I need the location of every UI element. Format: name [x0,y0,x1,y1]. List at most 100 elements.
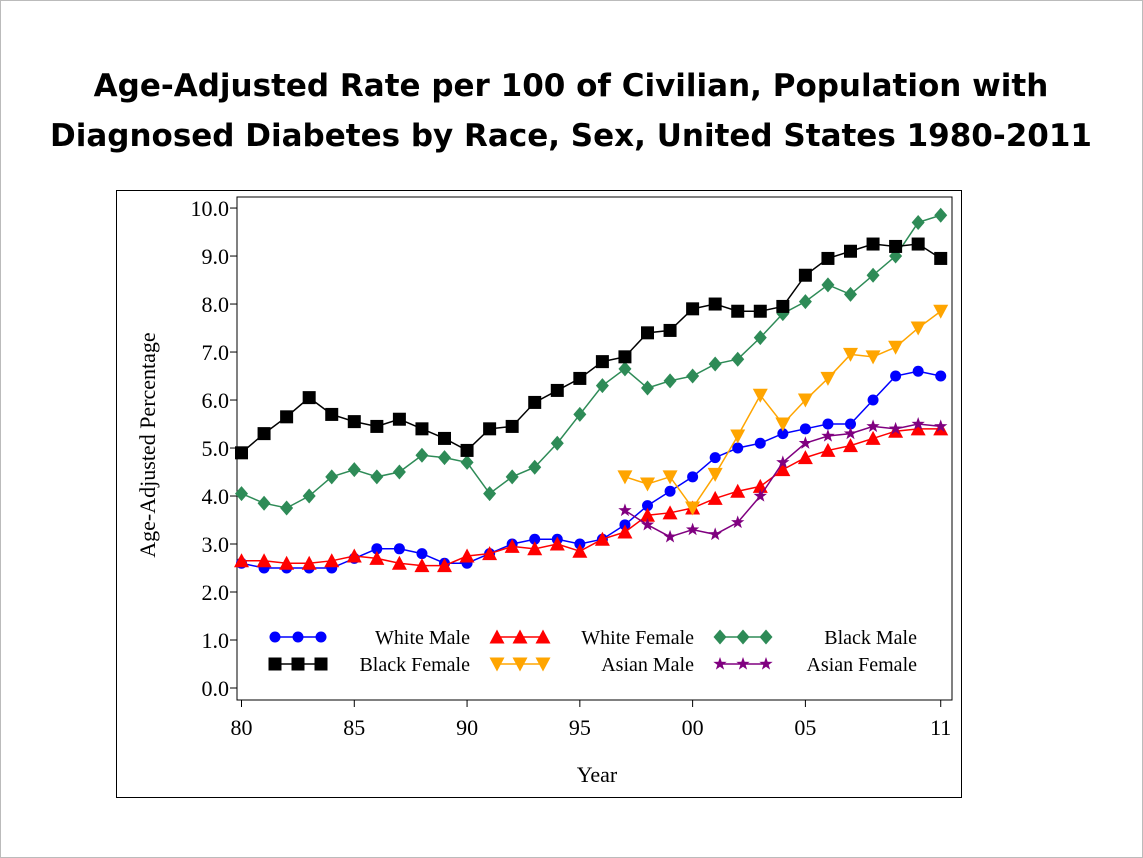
marker [934,419,948,433]
marker [257,495,271,511]
marker [888,421,903,435]
marker [346,548,362,563]
marker [686,302,700,316]
marker [618,503,632,517]
marker [642,500,654,512]
marker [595,355,609,369]
marker [865,350,881,365]
marker [663,373,677,389]
marker [549,536,565,551]
y-tick-label: 8.0 [202,292,230,317]
marker [911,237,925,251]
y-tick-label: 9.0 [202,244,230,269]
marker [302,391,316,405]
title-line: Diagnosed Diabetes by Race, Sex, United … [50,118,1092,154]
marker [504,538,520,553]
marker [731,304,745,318]
marker [618,350,632,364]
marker [617,524,633,539]
marker [713,629,727,645]
x-tick-label: 00 [682,715,704,740]
marker [776,455,790,469]
marker [844,286,858,302]
marker [759,629,773,645]
marker [843,438,859,453]
marker [821,277,835,293]
marker [347,462,361,478]
marker [370,469,384,485]
title-line: Age-Adjusted Rate per 100 of Civilian, P… [94,68,1049,104]
marker [798,268,812,282]
marker [866,267,880,283]
marker [844,244,858,258]
marker [325,469,339,485]
marker [798,294,812,310]
chart-frame [116,190,962,798]
marker [391,555,407,570]
marker [687,471,699,483]
marker [279,555,295,570]
marker [550,435,564,451]
marker [393,543,405,555]
marker [821,429,835,442]
marker [641,380,655,396]
marker [685,522,700,536]
marker [460,454,474,470]
marker [268,657,282,671]
marker [664,485,676,497]
marker [438,431,452,445]
marker [686,368,700,384]
x-tick-label: 90 [456,715,478,740]
marker [483,486,497,502]
marker [292,631,304,643]
y-tick-label: 3.0 [202,532,230,557]
marker [934,207,948,223]
marker [775,462,791,477]
marker [437,558,453,573]
marker [347,415,361,429]
marker [415,447,429,463]
marker [438,450,452,466]
marker [911,214,925,230]
marker [512,629,528,644]
x-axis-label: Year [577,762,618,787]
marker [888,340,904,355]
marker [324,553,340,568]
marker [529,533,541,545]
marker [325,407,339,421]
marker [369,550,385,565]
marker [280,410,294,424]
marker [662,505,678,520]
marker [911,417,925,430]
y-tick-label: 4.0 [202,484,230,509]
marker [573,371,587,385]
marker [370,419,384,433]
marker [640,517,655,531]
marker [708,527,722,541]
marker [730,429,746,444]
marker [572,543,588,558]
marker [573,406,587,422]
marker [617,470,633,485]
marker [889,239,903,253]
marker [460,443,474,457]
x-tick-label: 80 [231,715,253,740]
marker [736,629,750,645]
marker [753,330,767,346]
marker [291,657,305,671]
marker [822,418,834,430]
marker [708,356,722,372]
marker [935,370,947,382]
marker [535,657,551,672]
marker [934,251,948,265]
marker [302,488,316,504]
x-tick-label: 11 [930,715,951,740]
marker [550,383,564,397]
marker [315,631,327,643]
marker [594,531,610,546]
marker [820,371,836,386]
marker [685,501,701,516]
marker [528,459,542,475]
marker [912,365,924,377]
